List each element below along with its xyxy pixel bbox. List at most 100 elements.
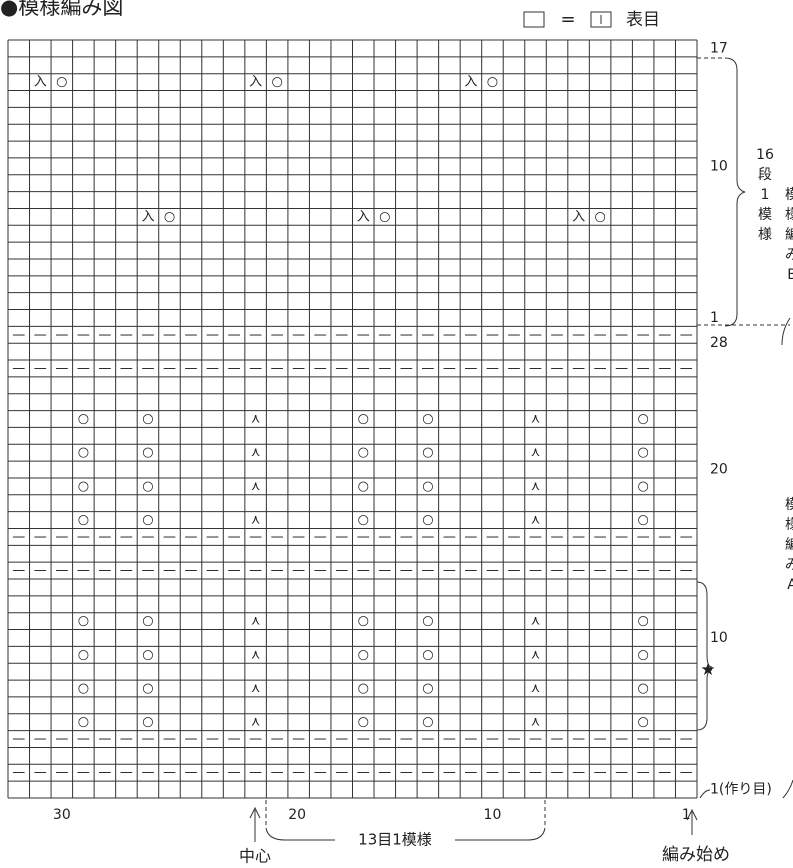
purl-symbol: — <box>443 765 456 780</box>
title: ●模様編み図 <box>0 0 123 19</box>
purl-symbol: — <box>464 563 477 578</box>
stitch-symbol: ○ <box>422 513 433 528</box>
stitch-symbol: ⋏ <box>251 614 261 629</box>
purl-symbol: — <box>572 563 585 578</box>
purl-symbol: — <box>163 732 176 747</box>
stitch-symbol: ⋏ <box>251 715 261 730</box>
purl-symbol: — <box>120 361 133 376</box>
purl-symbol: — <box>141 765 154 780</box>
row-label: 10 <box>710 158 728 174</box>
purl-symbol: — <box>120 765 133 780</box>
stitch-symbol: ○ <box>142 681 153 696</box>
purl-symbol: — <box>335 765 348 780</box>
purl-symbol: — <box>421 765 434 780</box>
purl-symbol: — <box>615 361 628 376</box>
purl-symbol: — <box>615 765 628 780</box>
stitch-symbol: ⋏ <box>251 513 261 528</box>
purl-symbol: — <box>658 529 671 544</box>
purl-symbol: — <box>335 529 348 544</box>
purl-symbol: — <box>314 765 327 780</box>
stitch-symbol: ○ <box>78 715 89 730</box>
stitch-symbol: ⋏ <box>531 647 541 662</box>
brace-b-end <box>781 317 791 346</box>
stitch-symbol: ○ <box>142 412 153 427</box>
stitch-symbol: ⋏ <box>531 614 541 629</box>
purl-symbol: — <box>572 529 585 544</box>
vertical-label: 様 <box>758 227 772 243</box>
stitch-symbol: ○ <box>78 647 89 662</box>
purl-symbol: — <box>637 563 650 578</box>
purl-symbol: — <box>486 361 499 376</box>
purl-symbol: — <box>141 732 154 747</box>
purl-symbol: — <box>98 732 111 747</box>
purl-symbol: — <box>594 732 607 747</box>
vertical-label: 模 <box>758 207 772 223</box>
purl-symbol: — <box>228 765 241 780</box>
purl-symbol: — <box>185 529 198 544</box>
legend-equals: = <box>560 9 575 30</box>
purl-symbol: — <box>507 563 520 578</box>
vertical-label: 編 <box>785 537 793 553</box>
purl-symbol: — <box>228 327 241 342</box>
purl-symbol: — <box>594 563 607 578</box>
purl-symbol: — <box>163 765 176 780</box>
vertical-label: 編 <box>785 227 793 243</box>
purl-symbol: — <box>615 732 628 747</box>
purl-symbol: — <box>443 529 456 544</box>
vertical-label: B <box>787 267 793 283</box>
purl-symbol: — <box>443 327 456 342</box>
stitch-symbol: ○ <box>638 715 649 730</box>
row-label: 17 <box>710 40 728 56</box>
purl-symbol: — <box>529 732 542 747</box>
purl-symbol: — <box>77 361 90 376</box>
row-label: 28 <box>710 335 728 351</box>
purl-symbol: — <box>529 361 542 376</box>
stitch-symbol: ⋏ <box>251 445 261 460</box>
purl-symbol: — <box>271 529 284 544</box>
stitch-symbol: ○ <box>142 647 153 662</box>
purl-symbol: — <box>421 529 434 544</box>
purl-symbol: — <box>249 529 262 544</box>
purl-symbol: — <box>98 563 111 578</box>
start-arrow-head <box>686 808 698 821</box>
purl-symbol: — <box>357 563 370 578</box>
purl-symbol: — <box>378 529 391 544</box>
stitch-symbol: 入 <box>357 209 370 224</box>
purl-symbol: — <box>594 765 607 780</box>
vertical-label: み <box>785 247 793 263</box>
purl-symbol: — <box>120 529 133 544</box>
purl-symbol: — <box>185 732 198 747</box>
purl-symbol: — <box>271 327 284 342</box>
purl-symbol: — <box>249 361 262 376</box>
purl-symbol: — <box>34 361 47 376</box>
repeat-label: 13目1模様 <box>358 831 432 849</box>
purl-symbol: — <box>141 529 154 544</box>
purl-symbol: — <box>314 529 327 544</box>
column-label: 10 <box>484 807 502 823</box>
purl-symbol: — <box>55 732 68 747</box>
stitch-symbol: ○ <box>422 479 433 494</box>
stitch-symbol: ⋏ <box>251 479 261 494</box>
stitch-symbol: ⋏ <box>251 647 261 662</box>
stitch-symbol: ○ <box>78 614 89 629</box>
purl-symbol: — <box>486 732 499 747</box>
purl-symbol: — <box>335 327 348 342</box>
legend-box-knit <box>590 11 612 28</box>
stitch-symbol: ○ <box>78 513 89 528</box>
purl-symbol: — <box>378 765 391 780</box>
purl-symbol: — <box>55 361 68 376</box>
purl-symbol: — <box>206 529 219 544</box>
purl-symbol: — <box>615 563 628 578</box>
purl-symbol: — <box>120 327 133 342</box>
purl-symbol: — <box>680 732 693 747</box>
stitch-symbol: ○ <box>142 479 153 494</box>
stitch-symbol: ○ <box>271 75 282 90</box>
purl-symbol: — <box>572 765 585 780</box>
purl-symbol: — <box>55 563 68 578</box>
stitch-symbol: ○ <box>358 479 369 494</box>
stitch-symbol: ○ <box>358 681 369 696</box>
column-label: 30 <box>53 807 71 823</box>
stitch-symbol: ○ <box>487 75 498 90</box>
purl-symbol: — <box>637 361 650 376</box>
stitch-symbol: ⋏ <box>531 412 541 427</box>
